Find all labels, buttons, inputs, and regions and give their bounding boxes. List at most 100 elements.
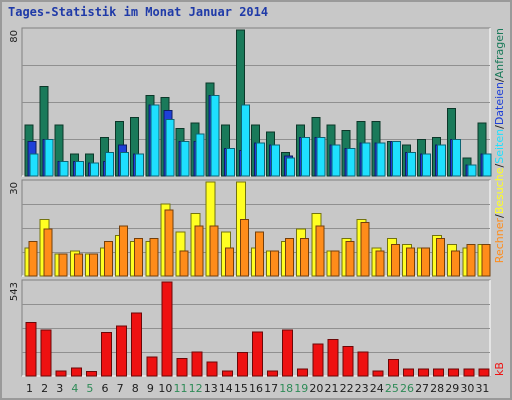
bar-rechner [270,250,280,277]
bar-rechner [239,219,249,277]
bar-seiten [59,160,69,177]
day-label: 26 [400,382,414,395]
legend-kb-axis: kB [493,362,506,376]
day-label: 24 [370,382,384,395]
bar-kb [131,312,143,377]
day-label: 5 [86,382,93,395]
bar-seiten [361,142,371,177]
bar-rechner [345,241,355,277]
bar-seiten [452,139,462,177]
day-label: 21 [324,382,338,395]
bar-rechner [421,247,431,277]
bar-rechner [43,228,53,277]
bar-seiten [29,153,39,177]
bar-seiten [316,137,326,177]
bar-rechner [390,244,400,277]
bar-seiten [165,118,175,177]
day-label: 11 [174,382,188,395]
legend-requests-visits: Rechner/Besuche/Seiten/Dateien/Anfragen [493,28,506,263]
bar-kb [357,351,369,377]
bar-kb [387,359,399,377]
bar-kb [327,339,339,377]
bar-seiten [255,142,265,177]
legend-separator: / [493,163,506,167]
legend-separator: / [493,214,506,218]
middle-ymax-label: 30 [9,182,20,195]
bar-seiten [104,151,114,177]
day-label: 15 [234,382,248,395]
bar-kb [282,329,294,377]
bar-seiten [482,153,492,177]
bar-seiten [180,140,190,177]
bar-seiten [376,142,386,177]
day-label: 10 [158,382,172,395]
day-label: 14 [219,382,233,395]
bar-kb [85,371,97,377]
bar-seiten [150,104,160,177]
bar-kb [267,370,279,377]
bar-rechner [405,247,415,277]
bar-kb [176,358,188,377]
legend-separator: / [493,78,506,82]
bar-seiten [120,151,130,177]
day-label: 22 [340,382,354,395]
bar-kb [191,351,203,377]
bar-kb [372,370,384,377]
bar-kb [206,361,218,377]
bar-kb [312,343,324,377]
bar-kb [100,332,112,377]
bar-seiten [346,148,356,177]
top-ymax-label: 80 [9,30,20,43]
day-label: 9 [147,382,154,395]
day-label: 29 [445,382,459,395]
day-label: 17 [264,382,278,395]
day-label: 16 [249,382,263,395]
bar-seiten [331,144,341,177]
bar-seiten [406,151,416,177]
bar-seiten [225,148,235,177]
bar-rechner [224,247,234,277]
legend-separator: / [493,125,506,129]
bar-rechner [436,237,446,277]
day-label: 25 [385,382,399,395]
bar-seiten [301,137,311,177]
day-label: 6 [102,382,109,395]
bar-kb [433,368,445,377]
day-label: 28 [430,382,444,395]
bar-kb [297,368,309,377]
bar-rechner [164,209,174,277]
bar-rechner [300,237,310,277]
bar-rechner [360,222,370,277]
day-label: 13 [204,382,218,395]
bar-kb [221,370,233,377]
bar-rechner [149,237,159,277]
bar-kb [70,367,82,377]
day-label: 12 [189,382,203,395]
bar-kb [342,346,354,377]
bar-rechner [451,250,461,277]
day-label: 31 [475,382,489,395]
bar-seiten [271,144,281,177]
bar-rechner [194,225,204,277]
bar-kb [463,368,475,377]
legend-seiten: Seiten [493,129,506,164]
bar-seiten [467,164,477,177]
bar-rechner [179,250,189,277]
bar-rechner [28,241,38,277]
legend-dateien: Dateien [493,82,506,125]
bar-rechner [481,244,491,277]
day-label: 1 [26,382,33,395]
bar-kb [146,356,158,377]
bar-kb [478,368,490,377]
bar-seiten [422,153,432,177]
bar-rechner [285,237,295,277]
legend-besuche: Besuche [493,167,506,214]
bar-rechner [254,231,264,277]
bar-kb [236,352,248,377]
bar-rechner [315,225,325,277]
day-label: 8 [132,382,139,395]
bar-rechner [466,244,476,277]
day-label: 7 [117,382,124,395]
bar-seiten [437,144,447,177]
